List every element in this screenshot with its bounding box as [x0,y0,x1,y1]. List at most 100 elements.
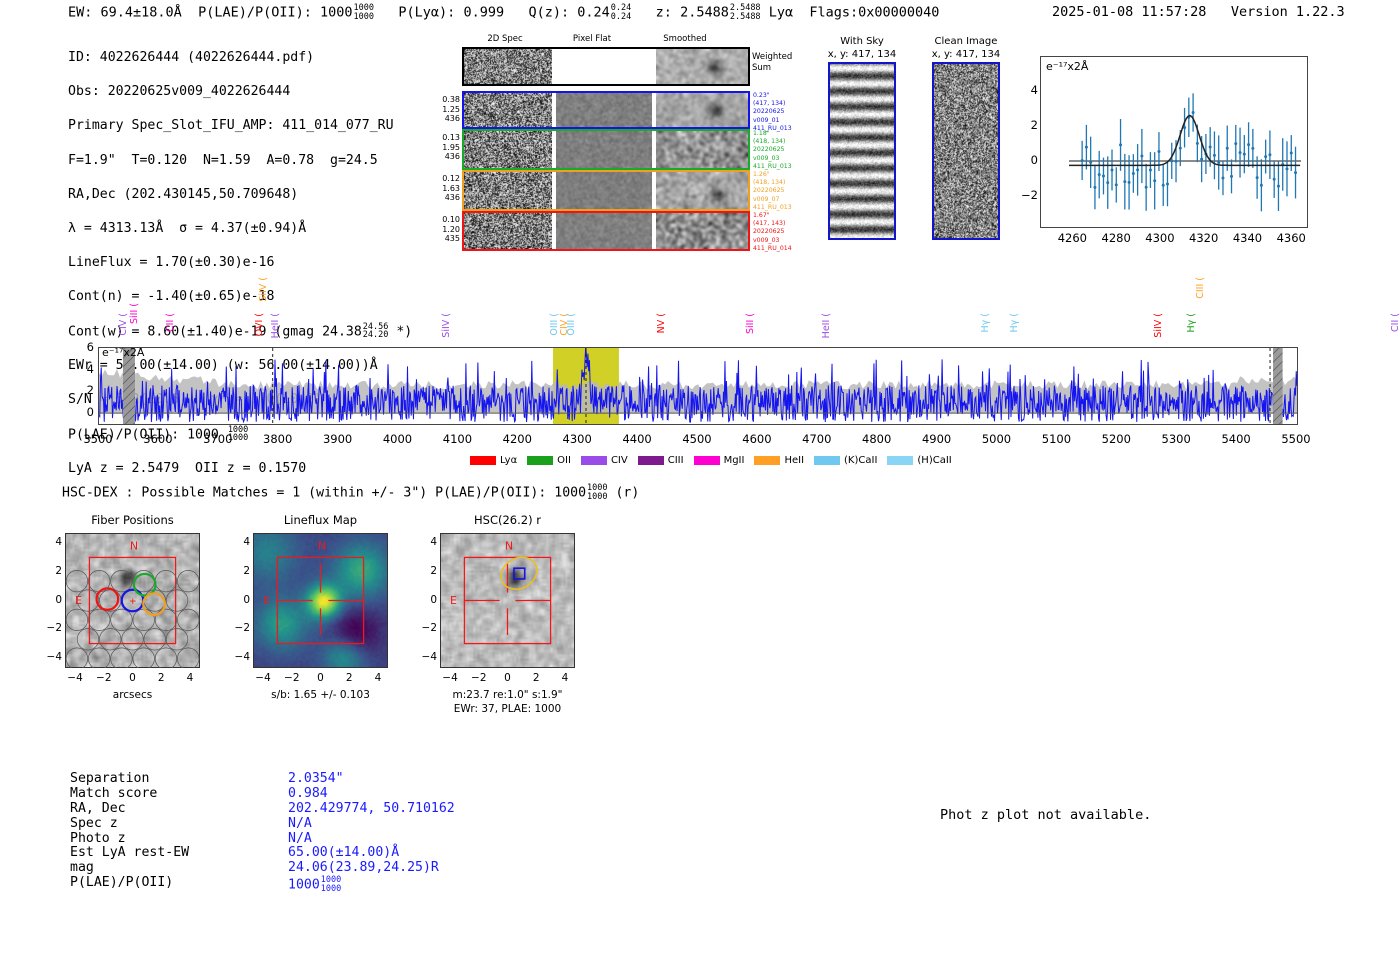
smoothed-image [656,131,748,168]
spectrum-xtick: 3600 [143,432,173,446]
spectrum-ytick: 0 [86,405,94,420]
spec2d-right-label: 411_RU_013 [753,203,792,211]
spec2d-row-left-labels: 0.13 1.95 436 [432,133,460,162]
legend-label: CIV [610,455,628,466]
image-panel-caption: m:23.7 re:1.0" s:1.9" EWr: 37, PLAE: 1000 [385,688,630,716]
legend-label: MgII [723,455,745,466]
with-sky-image [828,62,896,240]
spec2d-left-label: 1.95 [442,142,460,152]
info-line-redshifts: LyA z = 2.5479 OII z = 0.1570 [68,461,307,477]
spec2d-right-label: 0.23" [753,92,770,99]
spectrum-xtick: 4300 [562,432,592,446]
hsc-plae-fraction: 1000 1000 [587,483,608,502]
qz-value: 0.24 [577,4,610,21]
spec2d-right-label: v009_01 [753,116,780,124]
legend-swatch [580,456,607,465]
image-panel-xtick: −4 [255,672,271,684]
spec2d-gap [652,131,656,168]
legend-swatch [470,456,496,465]
table-row-key: Separation [70,771,150,786]
table-row-key: mag [70,860,94,876]
info-line-ewr: EWr = 56.00(±14.00) (w: 56.00(±14.00))Å [68,358,378,374]
spec2d-right-label: 20220625 [753,228,785,236]
image-panel-ytick: 0 [55,593,62,606]
legend-swatch [887,456,914,465]
legend-entry: CIV [580,455,628,466]
legend-swatch [754,456,781,465]
spectrum-line-label: Hγ ( [1186,313,1198,333]
spectrum-axis-ticks: 3500 3600 3700 3800 3900 4000 4100 4200 4300 4400… [0,430,1400,448]
info-line-id: ID: 4022626444 (4022626444.pdf) [68,50,315,66]
image-panel-ytick: 2 [430,564,437,577]
image-panel-xtick: −2 [284,672,300,684]
spec2d-right-label: 1.67" [753,212,770,219]
spectrum-xtick: 4700 [802,432,832,446]
image-panel-xtick: 0 [129,672,136,684]
image-panel-ytick: 4 [430,536,437,549]
image-panel-xtick: −2 [471,672,487,684]
spec2d-right-label: (417, 134) [753,100,786,108]
image-panel-title: Fiber Positions [91,513,174,527]
spectrum-xtick: 4900 [921,432,952,446]
spectrum-line-label: SiII ( [128,303,140,324]
spec2d-right-label: (418, 134) [753,138,786,146]
smoothed-image [656,93,748,127]
hsc-headline-filter: (r) [615,485,640,501]
spec2d-row-left-labels: 0.10 1.20 435 [432,215,460,244]
table-row-key: Spec z [70,815,118,831]
cutout-coords: x, y: 417, 134 [827,48,897,60]
image-panel-xtick: 0 [504,672,511,684]
spec2d-panel [462,47,750,86]
legend-entry: (H)CaII [887,455,952,466]
spectrum-line-label: NV ( [656,313,668,334]
full-spectrum-plot: e⁻¹⁷x2Å [98,347,1298,425]
spec2d-row-right-labels: 1.18" (418, 134) 20220625 v009_03 411_RU_013 [753,130,813,171]
source-info-block: ID: 4022626444 (4022626444.pdf) Obs: 202… [68,32,412,495]
spec2d-col-header-0: 2D Spec [487,34,523,44]
cutout-coords: x, y: 417, 134 [931,48,1001,60]
spec2d-gap [652,49,656,84]
z-line-name: Lyα [768,4,794,21]
photz-note: Phot z plot not available. [940,807,1152,823]
spectrum-xtick: 5000 [981,432,1012,446]
plya-label: P(Lyα): [398,4,456,21]
image-panel-title: Lineflux Map [283,513,358,527]
pixel-flat-image [556,172,652,209]
weighted-sum-label: Weighted Sum [752,52,793,73]
line-profile-ytick: 0 [1030,153,1038,167]
gmag-fraction: 24.56 24.20 [362,321,389,341]
plae-label: P(LAE)/P(OII): [198,4,312,21]
table-row-value: 2.0354" [288,771,344,786]
spec2d-image [464,93,552,127]
legend-entry: MgII [693,455,745,466]
pixel-flat-image [556,49,652,84]
line-profile-ytick: −2 [1021,188,1038,202]
spec2d-gap [552,172,556,209]
image-panel-xtick: −4 [442,672,458,684]
line-profile-xtick: 4360 [1276,231,1306,245]
legend-entry: OII [527,455,571,466]
spectrum-line-label: SiIV ( [441,313,453,338]
spec2d-panel [462,211,750,251]
legend-entry: CIII [637,455,684,466]
plya-value: 0.999 [463,4,505,21]
spec2d-row-left-labels: 0.38 1.25 436 [432,95,460,124]
spec2d-left-label: 436 [444,193,460,203]
image-panel-ytick: −4 [46,650,62,663]
spectrum-xtick: 4400 [622,432,652,446]
legend-entry: HeII [754,455,804,466]
spec2d-gap [552,93,556,127]
table-row-value: N/A [288,830,312,846]
spectrum-legend: Lyα OII CIV CIII MgII HeII (K)CaII (H)CaII [470,455,952,466]
line-profile-ytick: 2 [1030,118,1038,132]
version-label: Version 1.22.3 [1230,4,1345,20]
ew-value: 69.4±18.0Å [100,4,182,21]
spectrum-ytick: 2 [86,383,94,398]
spectrum-xtick: 5200 [1101,432,1131,446]
table-row-value: 1000 1000 1000 [288,876,341,893]
clean-image [932,62,1000,240]
spec2d-left-label: 0.10 [442,215,460,224]
image-panel-xtick: −2 [96,672,112,684]
image-panel-ytick: −2 [421,622,437,635]
info-line-cont-w: Cont(w) = 8.60(±1.40)e-19 (gmag 24.38 24.… [68,321,413,341]
